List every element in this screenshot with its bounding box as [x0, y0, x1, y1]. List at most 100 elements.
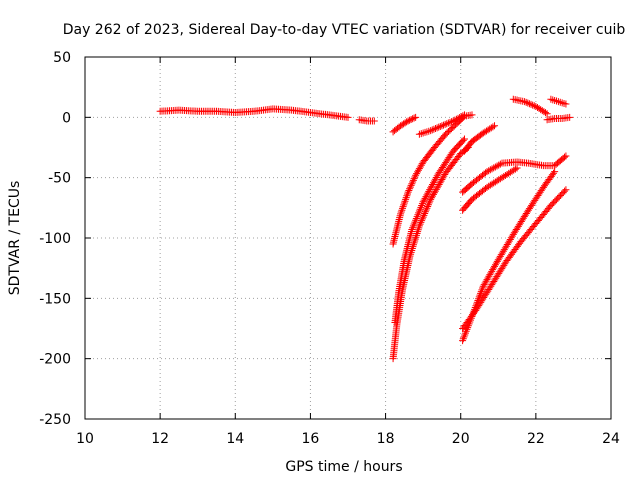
data-point: [404, 188, 412, 196]
data-series-1: [355, 116, 378, 125]
data-point: [407, 181, 415, 189]
data-point: [409, 176, 417, 184]
data-point: [446, 118, 454, 126]
data-point: [444, 119, 452, 127]
data-point: [425, 199, 433, 207]
y-tick-label: -100: [39, 231, 71, 247]
data-point: [411, 173, 419, 181]
data-point: [525, 100, 533, 108]
data-point: [401, 197, 409, 205]
data-series-14: [547, 95, 570, 108]
y-tick-label: 0: [62, 110, 71, 126]
data-point: [397, 210, 405, 218]
data-series-2: [389, 113, 420, 136]
data-point: [530, 102, 538, 110]
data-point: [417, 218, 425, 226]
data-point: [408, 180, 416, 188]
data-series-12: [509, 95, 551, 118]
data-point: [448, 118, 456, 126]
data-point: [428, 126, 436, 134]
data-point: [419, 213, 427, 221]
data-point: [421, 210, 429, 218]
data-point: [403, 192, 411, 200]
data-point: [529, 101, 537, 109]
data-point: [415, 222, 423, 230]
data-series-7: [460, 122, 499, 155]
data-series-8: [459, 152, 570, 196]
data-point: [513, 164, 521, 172]
data-point: [399, 203, 407, 211]
data-point: [477, 289, 485, 297]
data-point: [400, 201, 408, 209]
data-point: [409, 178, 417, 186]
x-tick-label: 12: [151, 431, 169, 447]
data-point: [370, 117, 378, 125]
data-series-0: [156, 105, 352, 121]
data-point: [438, 122, 446, 130]
data-point: [561, 153, 569, 161]
data-point: [561, 187, 569, 195]
x-tick-label: 24: [602, 431, 620, 447]
data-point: [398, 204, 406, 212]
data-point: [460, 135, 468, 143]
data-point: [436, 122, 444, 130]
data-point: [405, 186, 413, 194]
data-point: [406, 116, 414, 124]
data-point: [562, 152, 570, 160]
data-point: [433, 124, 441, 132]
y-tick-label: -150: [39, 291, 71, 307]
data-point: [491, 122, 499, 130]
x-tick-label: 14: [226, 431, 244, 447]
data-point: [522, 98, 530, 106]
data-point: [427, 127, 435, 135]
data-point: [430, 125, 438, 133]
data-point: [459, 136, 467, 144]
data-point: [449, 117, 457, 125]
data-point: [426, 197, 434, 205]
data-point: [403, 190, 411, 198]
data-series-4: [389, 111, 476, 248]
data-point: [521, 98, 529, 106]
x-tick-label: 20: [452, 431, 470, 447]
data-point: [402, 194, 410, 202]
data-point: [409, 115, 417, 123]
data-point: [407, 116, 415, 124]
data-point: [403, 118, 411, 126]
data-point: [406, 185, 414, 193]
data-point: [410, 114, 418, 122]
data-point: [423, 204, 431, 212]
data-point: [566, 113, 574, 121]
x-tick-label: 16: [302, 431, 320, 447]
x-tick-label: 18: [377, 431, 395, 447]
x-tick-label: 10: [76, 431, 94, 447]
data-point: [344, 113, 352, 121]
data-point: [435, 123, 443, 131]
data-point: [543, 110, 551, 118]
data-point: [421, 208, 429, 216]
data-point: [422, 206, 430, 214]
data-series: [156, 95, 574, 363]
data-point: [406, 183, 414, 191]
data-point: [420, 211, 428, 219]
data-point: [452, 115, 460, 123]
data-point: [489, 123, 497, 131]
data-point: [468, 111, 476, 119]
data-point: [477, 288, 485, 296]
data-point: [397, 208, 405, 216]
data-point: [398, 206, 406, 214]
data-point: [404, 117, 412, 125]
data-series-9: [459, 164, 521, 214]
data-series-11: [459, 186, 570, 332]
y-tick-label: 50: [53, 50, 71, 66]
data-point: [440, 121, 448, 129]
data-point: [479, 284, 487, 292]
y-tick-label: -250: [39, 412, 71, 428]
grid: [85, 57, 611, 419]
data-point: [459, 113, 467, 121]
data-point: [412, 113, 420, 121]
y-axis-label: SDTVAR / TECUs: [7, 181, 23, 296]
data-series-13: [543, 113, 574, 124]
data-point: [424, 201, 432, 209]
